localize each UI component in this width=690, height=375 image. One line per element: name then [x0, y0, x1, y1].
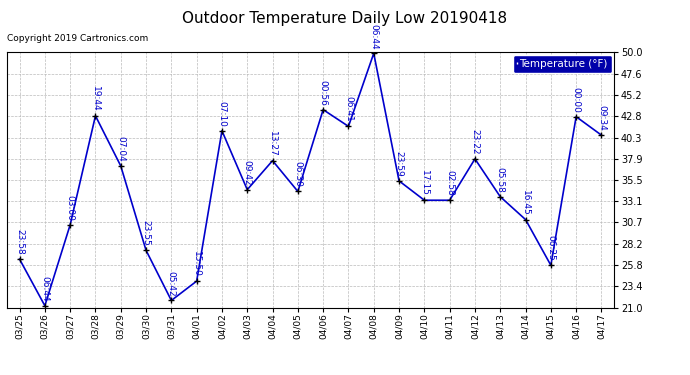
Text: Outdoor Temperature Daily Low 20190418: Outdoor Temperature Daily Low 20190418 — [182, 11, 508, 26]
Text: 16:45: 16:45 — [521, 190, 530, 215]
Text: 13:27: 13:27 — [268, 131, 277, 156]
Text: 06:25: 06:25 — [546, 236, 555, 261]
Text: 07:04: 07:04 — [116, 136, 126, 162]
Text: 23:55: 23:55 — [141, 220, 150, 246]
Text: 09:34: 09:34 — [597, 105, 606, 131]
Text: 05:42: 05:42 — [167, 271, 176, 296]
Text: 15:50: 15:50 — [192, 251, 201, 277]
Text: 09:42: 09:42 — [243, 160, 252, 186]
Text: 00:56: 00:56 — [319, 80, 328, 105]
Legend: Temperature (°F): Temperature (°F) — [513, 55, 612, 73]
Text: 07:10: 07:10 — [217, 101, 226, 127]
Text: 05:58: 05:58 — [495, 166, 505, 192]
Text: 23:59: 23:59 — [395, 151, 404, 177]
Text: 23:58: 23:58 — [15, 229, 24, 255]
Text: 06:30: 06:30 — [293, 161, 302, 187]
Text: 00:00: 00:00 — [571, 87, 581, 112]
Text: 02:58: 02:58 — [445, 170, 454, 196]
Text: Copyright 2019 Cartronics.com: Copyright 2019 Cartronics.com — [7, 34, 148, 43]
Text: 17:15: 17:15 — [420, 170, 429, 196]
Text: 06:41: 06:41 — [344, 96, 353, 122]
Text: 19:44: 19:44 — [91, 86, 100, 112]
Text: 06:44: 06:44 — [369, 24, 378, 49]
Text: 23:22: 23:22 — [471, 129, 480, 155]
Text: 03:00: 03:00 — [66, 195, 75, 220]
Text: 06:44: 06:44 — [40, 276, 50, 302]
